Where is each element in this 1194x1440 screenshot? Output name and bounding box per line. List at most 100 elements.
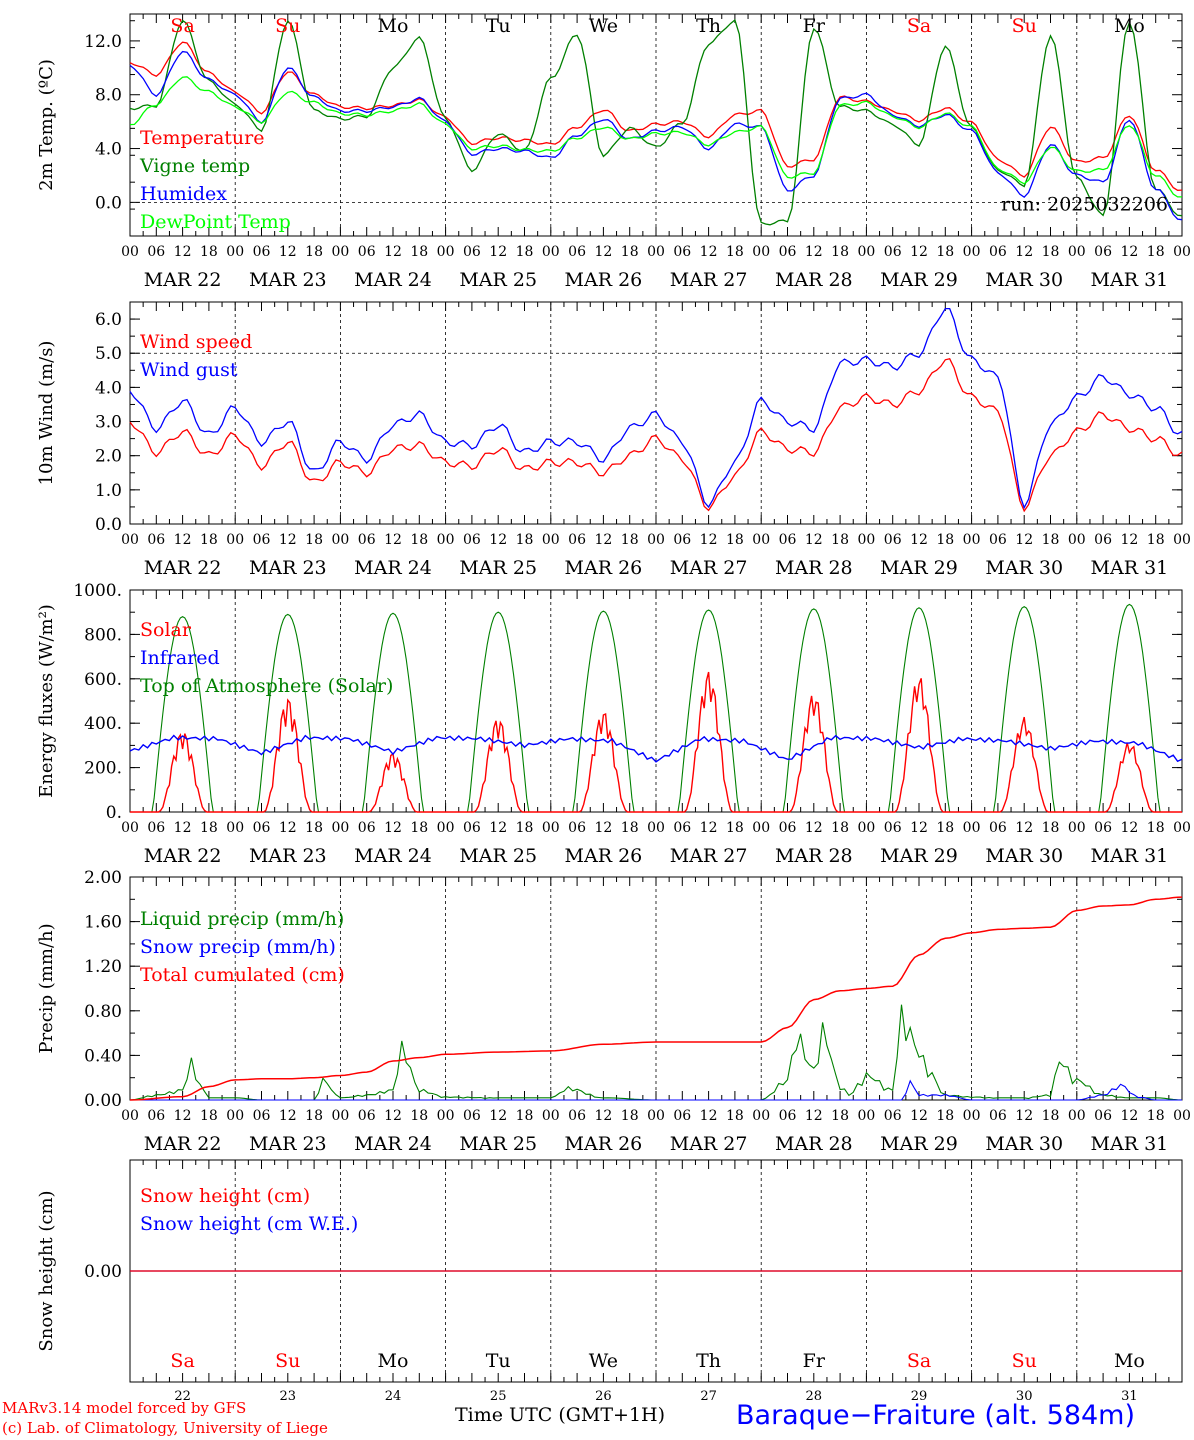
hour-label: 00	[1173, 532, 1191, 548]
hour-label: 12	[279, 820, 297, 836]
y-tick-label: 400.	[84, 714, 122, 734]
hour-label: 00	[752, 244, 770, 260]
hour-label: 00	[331, 244, 349, 260]
y-tick-label: 1.60	[84, 913, 122, 933]
hour-label: 12	[1120, 1108, 1138, 1124]
hour-label: 12	[700, 820, 718, 836]
day-label: MAR 24	[354, 269, 432, 291]
hour-label: 18	[1042, 1108, 1060, 1124]
day-label: MAR 22	[144, 845, 222, 867]
weekday-label: Sa	[170, 1350, 194, 1372]
hour-label: 12	[910, 820, 928, 836]
hour-label: 00	[1173, 1108, 1191, 1124]
hour-label: 18	[621, 244, 639, 260]
series-humidex	[129, 50, 1183, 221]
day-label: MAR 23	[249, 1133, 327, 1155]
y-tick-label: 8.0	[95, 86, 122, 106]
hour-label: 18	[516, 244, 534, 260]
hour-label: 06	[779, 1108, 797, 1124]
series-cumulated	[129, 896, 1183, 1101]
day-number-label: 28	[806, 1389, 823, 1404]
y-tick-label: 2.00	[84, 868, 122, 888]
day-label: MAR 31	[1091, 557, 1169, 579]
hour-label: 06	[463, 820, 481, 836]
hour-label: 18	[936, 532, 954, 548]
hour-label: 18	[726, 1108, 744, 1124]
y-tick-label: 0.0	[95, 515, 122, 535]
y-tick-label: 3.0	[95, 413, 122, 433]
y-tick-label: 600.	[84, 670, 122, 690]
weekday-label: Th	[696, 1350, 721, 1372]
hour-label: 00	[226, 532, 244, 548]
day-number-label: 23	[280, 1389, 297, 1404]
hour-label: 00	[121, 820, 139, 836]
station-title: Baraque−Fraiture (alt. 584m)	[736, 1400, 1136, 1431]
hour-label: 18	[936, 1108, 954, 1124]
legend-item: Humidex	[140, 183, 227, 205]
hour-label: 06	[673, 532, 691, 548]
hour-label: 18	[831, 244, 849, 260]
day-label: MAR 24	[354, 845, 432, 867]
legend-item: Temperature	[140, 127, 264, 149]
hour-label: 12	[384, 244, 402, 260]
hour-label: 00	[121, 1108, 139, 1124]
day-label: MAR 25	[459, 269, 537, 291]
hour-label: 12	[174, 1108, 192, 1124]
y-tick-label: 1.0	[95, 481, 122, 501]
hour-label: 00	[752, 820, 770, 836]
y-tick-label: 6.0	[95, 310, 122, 330]
hour-label: 00	[121, 532, 139, 548]
hour-label: 00	[331, 1108, 349, 1124]
hour-label: 06	[147, 1108, 165, 1124]
hour-label: 00	[752, 532, 770, 548]
day-label: MAR 28	[775, 557, 853, 579]
weekday-label: Fr	[803, 15, 826, 37]
day-label: MAR 26	[565, 557, 643, 579]
hour-label: 12	[384, 820, 402, 836]
y-tick-label: 800.	[84, 625, 122, 645]
day-label: MAR 22	[144, 269, 222, 291]
series-vigne-temp	[129, 18, 1183, 226]
day-label: MAR 28	[775, 845, 853, 867]
hour-label: 12	[805, 1108, 823, 1124]
day-label: MAR 27	[670, 269, 748, 291]
hour-label: 00	[1173, 244, 1191, 260]
day-label: MAR 31	[1091, 269, 1169, 291]
hour-label: 00	[331, 532, 349, 548]
y-axis-label: Energy fluxes (W/m²)	[36, 604, 57, 798]
hour-label: 06	[989, 532, 1007, 548]
series-wind-gust	[129, 307, 1183, 510]
weekday-label: Mo	[1114, 15, 1145, 37]
hour-label: 12	[489, 244, 507, 260]
hour-label: 12	[489, 532, 507, 548]
day-label: MAR 27	[670, 845, 748, 867]
day-label: MAR 30	[985, 269, 1063, 291]
day-label: MAR 26	[565, 1133, 643, 1155]
hour-label: 12	[910, 1108, 928, 1124]
hour-label: 12	[805, 244, 823, 260]
day-number-label: 27	[700, 1389, 717, 1404]
hour-label: 18	[621, 532, 639, 548]
hour-label: 00	[963, 820, 981, 836]
run-label: run: 2025032206	[1001, 193, 1168, 215]
day-label: MAR 29	[880, 269, 958, 291]
y-tick-label: 1.20	[84, 957, 122, 977]
hour-label: 18	[516, 820, 534, 836]
day-number-label: 24	[385, 1389, 402, 1404]
hour-label: 06	[147, 532, 165, 548]
day-number-label: 26	[595, 1389, 612, 1404]
hour-label: 18	[305, 820, 323, 836]
hour-label: 06	[147, 820, 165, 836]
day-label: MAR 30	[985, 1133, 1063, 1155]
hour-label: 18	[200, 244, 218, 260]
hour-label: 12	[700, 1108, 718, 1124]
day-label: MAR 22	[144, 1133, 222, 1155]
hour-label: 12	[174, 820, 192, 836]
hour-label: 18	[200, 1108, 218, 1124]
hour-label: 18	[200, 532, 218, 548]
hour-label: 00	[1173, 820, 1191, 836]
series-solar	[130, 671, 1182, 813]
hour-label: 12	[700, 244, 718, 260]
hour-label: 18	[305, 532, 323, 548]
legend-item: Snow precip (mm/h)	[140, 936, 336, 958]
